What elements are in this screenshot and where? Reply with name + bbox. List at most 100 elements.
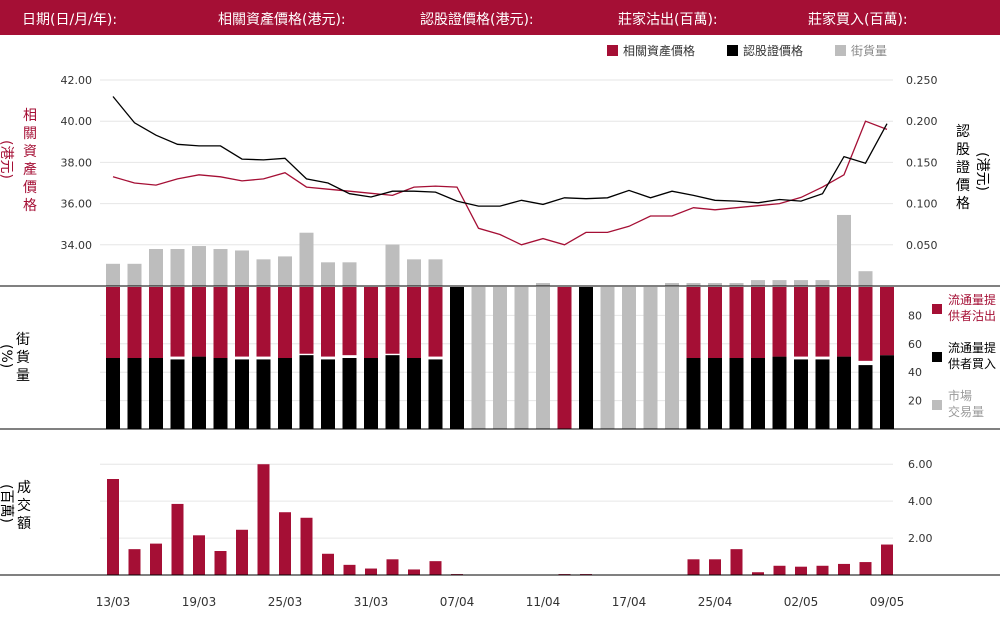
volume-tick-label: 2.00 — [908, 532, 933, 545]
legend-outstanding-label: 街貨量 — [851, 43, 887, 58]
turnover-bar — [730, 549, 743, 575]
left-axis-title-price: 相關資產價格 (港元) — [0, 108, 37, 214]
turnover-bar — [773, 565, 786, 575]
mm-buy-bar — [428, 359, 443, 429]
mm-sell-bar — [256, 287, 271, 357]
turnover-bar — [859, 562, 872, 575]
left-bot-title-text: 成交額 — [17, 480, 31, 532]
outstanding-bar — [106, 263, 120, 286]
left-axis-title-turnover: 成交額 (百萬) — [0, 480, 31, 532]
price-left-tick-label: 36.00 — [61, 198, 93, 211]
turnover-bar — [322, 553, 334, 575]
legend-warrant-swatch — [727, 45, 738, 56]
x-tick-label: 07/04 — [440, 595, 475, 609]
turnover-bar — [881, 544, 893, 575]
activity-tick-label: 60 — [908, 338, 922, 351]
outstanding-bar — [751, 280, 765, 286]
outstanding-bar — [686, 283, 701, 286]
outstanding-bar — [536, 283, 550, 286]
mm-sell-bar — [278, 287, 292, 358]
x-tick-label: 02/05 — [784, 595, 819, 609]
date-label: 日期(日/月/年): — [22, 12, 118, 28]
price-left-tick-label: 34.00 — [61, 239, 93, 252]
turnover-bar — [343, 564, 356, 575]
price-left-tick-label: 42.00 — [61, 74, 93, 87]
mm-buy-label: 莊家買入(百萬): — [808, 12, 908, 28]
mm-sell-bar — [880, 287, 894, 356]
turnover-bar — [687, 559, 700, 575]
underlying-price-line — [112, 120, 888, 246]
turnover-bar — [408, 569, 420, 575]
market-volume-bar — [600, 287, 615, 429]
mm-sell-bar — [321, 287, 335, 357]
legend-sell-line1: 流通量提 — [948, 292, 996, 307]
turnover-bar — [150, 543, 162, 575]
right-axis-title-text: 認股證價格 — [956, 124, 970, 212]
x-tick-label: 31/03 — [354, 595, 389, 609]
turnover-bar — [107, 479, 119, 575]
mm-buy-bar — [170, 359, 185, 429]
ticks-layer: 42.00 40.00 38.00 36.00 34.00 0.250 0.200 0.150… — [61, 74, 938, 609]
turnover-bar — [236, 529, 248, 575]
mm-sell-bar — [794, 287, 808, 357]
turnover-bar — [709, 559, 721, 575]
mm-buy-bar — [385, 355, 400, 429]
outstanding-bar — [665, 283, 679, 286]
market-volume-bar — [471, 287, 486, 429]
activity-tick-label: 80 — [908, 309, 922, 322]
mm-buy-bar — [321, 359, 335, 429]
price-right-tick-label: 0.050 — [906, 239, 938, 252]
outstanding-bar — [837, 214, 851, 286]
price-left-tick-label: 38.00 — [61, 156, 93, 169]
legend-sell-line2: 供者沽出 — [948, 309, 996, 323]
underlying-price-label: 相關資產價格(港元): — [218, 12, 346, 28]
mm-buy-bar — [149, 358, 163, 429]
mm-buy-bar — [729, 358, 744, 429]
mm-buy-bar — [299, 355, 314, 429]
warrant-price-label: 認股證價格(港元): — [420, 12, 534, 28]
mm-sell-bar — [837, 287, 851, 357]
outstanding-bar — [858, 271, 873, 286]
mm-sell-bar — [858, 287, 873, 361]
mm-buy-bar — [772, 356, 787, 429]
turnover-bar — [386, 559, 399, 575]
x-tick-label: 19/03 — [182, 595, 217, 609]
legend-market-line2: 交易量 — [948, 404, 984, 419]
outstanding-bar — [149, 249, 163, 286]
outstanding-bar — [342, 262, 357, 286]
right-axis-unit-text: (港元) — [974, 152, 990, 191]
left-axis-title-outstanding: 街貨量 (%) — [0, 332, 30, 384]
outstanding-bar — [729, 283, 744, 286]
outstanding-bar — [794, 280, 808, 286]
mm-sell-bar — [170, 287, 185, 357]
outstanding-bar — [299, 232, 314, 286]
outstanding-bar — [815, 280, 830, 286]
mm-buy-bar — [751, 358, 765, 429]
volume-tick-label: 6.00 — [908, 458, 933, 471]
turnover-bar — [171, 503, 184, 575]
price-left-tick-label: 40.00 — [61, 115, 93, 128]
mm-buy-bar — [450, 287, 464, 429]
mm-buy-bar — [815, 359, 830, 429]
legend-underlying-label: 相關資產價格 — [623, 43, 695, 58]
activity-tick-label: 20 — [908, 395, 922, 408]
mm-sell-bar — [213, 287, 228, 358]
legend-buy-swatch — [932, 352, 942, 362]
mm-sell-bar — [815, 287, 830, 357]
mm-sell-bar — [364, 287, 378, 358]
mm-buy-bar — [880, 355, 894, 429]
outstanding-bar — [127, 263, 142, 286]
turnover-bar — [128, 549, 141, 575]
mm-sell-bar — [729, 287, 744, 358]
left-mid-title-text: 街貨量 — [16, 332, 30, 384]
mm-buy-bar — [858, 365, 873, 429]
x-tick-label: 25/03 — [268, 595, 303, 609]
mm-sell-bar — [106, 287, 120, 358]
mm-buy-bar — [364, 358, 378, 429]
market-volume-bar — [643, 287, 658, 429]
turnover-bar — [365, 568, 377, 575]
outstanding-bar — [192, 246, 206, 286]
mm-buy-bar — [192, 356, 206, 429]
turnover-bar — [429, 561, 442, 575]
